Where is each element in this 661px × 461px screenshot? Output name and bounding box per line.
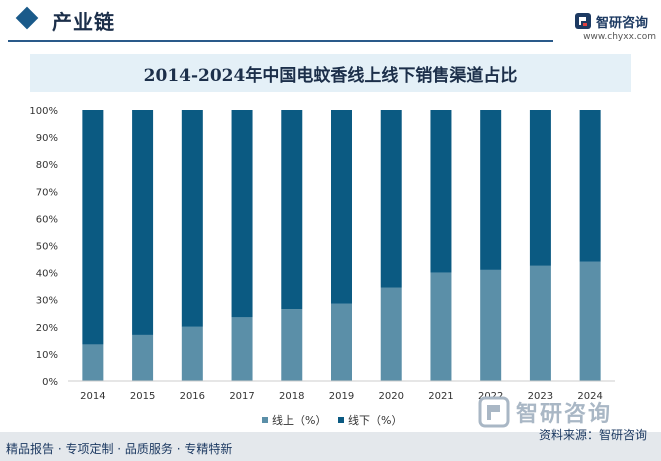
bar-online-2014: [82, 344, 104, 381]
y-tick-label: 100%: [29, 106, 58, 117]
footer-slogan: 精品报告 · 专项定制 · 品质服务 · 专精特新: [6, 442, 233, 456]
x-tick-label: 2015: [130, 391, 155, 402]
y-tick-label: 90%: [36, 133, 58, 144]
x-tick-label: 2019: [329, 391, 354, 402]
legend-swatch: [262, 417, 268, 423]
watermark-brand: 智研咨询: [478, 396, 612, 428]
y-tick-label: 0%: [42, 377, 58, 388]
brand-logo-icon: [575, 13, 591, 29]
bar-online-2019: [331, 303, 352, 381]
bar-online-2023: [529, 265, 551, 381]
header: 产业链 智研咨询 www.chyxx.com: [0, 0, 661, 48]
y-tick-label: 40%: [36, 269, 58, 280]
watermark-logo-icon: [478, 396, 510, 428]
legend-label: 线下（%）: [348, 413, 402, 427]
bar-offline-2023: [529, 110, 551, 266]
y-tick-label: 30%: [36, 296, 58, 307]
x-tick-label: 2016: [180, 391, 205, 402]
watermark-name: 智研咨询: [516, 402, 613, 427]
legend: 线上（%） 线下（%）: [262, 413, 402, 427]
bar-offline-2021: [430, 110, 452, 273]
header-divider: [8, 40, 553, 42]
bar-online-2024: [579, 261, 601, 381]
x-tick-label: 2020: [379, 391, 404, 402]
footer-bar: [0, 432, 661, 461]
bars: [82, 110, 601, 381]
x-tick-label: 2024: [577, 391, 602, 402]
x-tick-label: 2014: [80, 391, 105, 402]
y-axis: 0% 10% 20% 30% 40% 50% 60% 70% 80% 90% 100%: [29, 106, 58, 388]
chart-title: 2014-2024年中国电蚊香线上线下销售渠道占比: [143, 65, 518, 86]
site-url[interactable]: www.chyxx.com: [583, 32, 656, 42]
bar-offline-2024: [579, 110, 601, 262]
x-axis: 2014 2015 2016 2017 2018 2019 2020 2021 2022 2023…: [68, 380, 615, 402]
y-tick-label: 70%: [36, 187, 58, 198]
bar-online-2017: [231, 317, 253, 381]
y-tick-label: 50%: [36, 242, 58, 253]
brand: 智研咨询: [574, 12, 649, 31]
bar-offline-2019: [331, 110, 352, 304]
bar-offline-2020: [380, 110, 402, 288]
x-tick-label: 2018: [279, 391, 304, 402]
bar-offline-2016: [181, 110, 203, 327]
legend-swatch: [338, 417, 344, 423]
section-title: 产业链: [52, 10, 115, 34]
y-tick-label: 60%: [36, 214, 58, 225]
bar-offline-2022: [480, 110, 502, 270]
y-tick-label: 10%: [36, 350, 58, 361]
bar-online-2022: [480, 269, 502, 381]
bar-online-2020: [380, 287, 402, 381]
y-tick-label: 20%: [36, 323, 58, 334]
x-tick-label: 2017: [229, 391, 254, 402]
brand-name: 智研咨询: [596, 15, 649, 31]
chart-title-bar: 2014-2024年中国电蚊香线上线下销售渠道占比: [30, 54, 631, 92]
bar-online-2018: [281, 309, 303, 381]
x-tick-label: 2021: [428, 391, 453, 402]
bar-online-2021: [430, 272, 452, 381]
footer-source: 资料来源：智研咨询: [538, 428, 647, 442]
bar-offline-2015: [132, 110, 154, 335]
legend-label: 线上（%）: [272, 413, 326, 427]
chart: 0% 10% 20% 30% 40% 50% 60% 70% 80% 90% 100% 2014 20…: [29, 106, 615, 427]
bar-offline-2017: [231, 110, 253, 318]
bar-offline-2014: [82, 110, 104, 345]
bar-online-2016: [181, 326, 203, 381]
x-tick-label: 2023: [528, 391, 553, 402]
bar-offline-2018: [281, 110, 303, 310]
y-tick-label: 80%: [36, 160, 58, 171]
bar-online-2015: [132, 334, 154, 381]
